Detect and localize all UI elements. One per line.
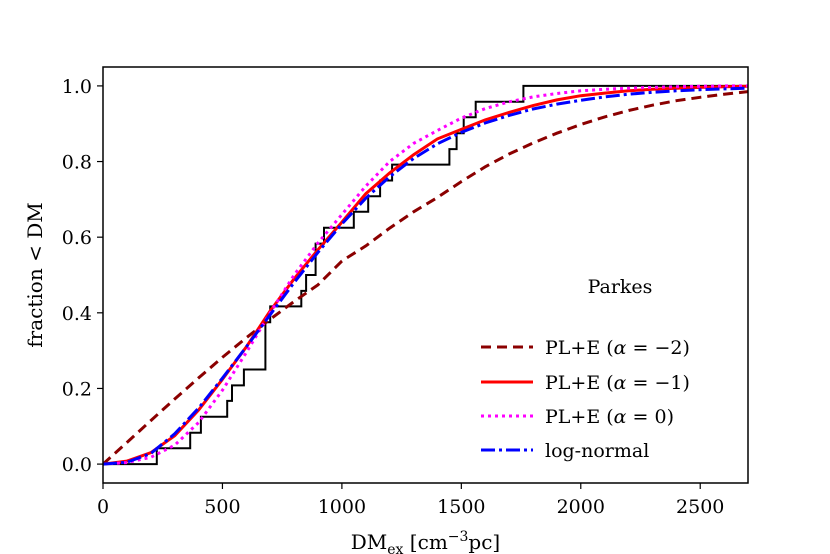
legend-label-4: log-normal <box>545 440 649 462</box>
y-axis-label: fraction < DM <box>23 202 47 347</box>
y-tick-label: 0.4 <box>62 303 92 325</box>
y-tick-label: 0.6 <box>62 227 92 249</box>
y-tick-label: 0.2 <box>62 378 92 400</box>
x-tick-label: 2500 <box>676 496 724 518</box>
legend-label-2: PL+E (α = −1) <box>545 372 690 394</box>
y-tick-label: 0.0 <box>62 454 92 476</box>
legend-label-3: PL+E (α = 0) <box>545 406 674 428</box>
axes: 0 500 1000 1500 2000 2500 0.0 0.2 0.4 0.6 0.8 1.0 DM… <box>23 66 749 554</box>
legend: Parkes PL+E (α = −2) PL+E (α = −1) PL+E (α … <box>481 276 690 462</box>
y-tick-label: 0.8 <box>62 152 92 174</box>
x-tick-label: 0 <box>97 496 109 518</box>
plot-area <box>103 84 748 466</box>
x-tick-label: 2000 <box>557 496 605 518</box>
x-tick-label: 500 <box>204 496 240 518</box>
legend-label-1: PL+E (α = −2) <box>545 337 690 359</box>
x-tick-label: 1000 <box>318 496 366 518</box>
series-line-3-pl-e-alpha-0 <box>103 84 748 466</box>
plot-frame <box>102 66 749 484</box>
x-axis-label: DMex [cm−3pc] <box>351 529 500 554</box>
x-tick-label: 1500 <box>437 496 485 518</box>
legend-title: Parkes <box>588 276 653 298</box>
series-line-4-log-normal <box>103 86 748 466</box>
y-tick-label: 1.0 <box>62 76 92 98</box>
series-line-1-pl-e-alpha-minus2 <box>103 90 748 466</box>
